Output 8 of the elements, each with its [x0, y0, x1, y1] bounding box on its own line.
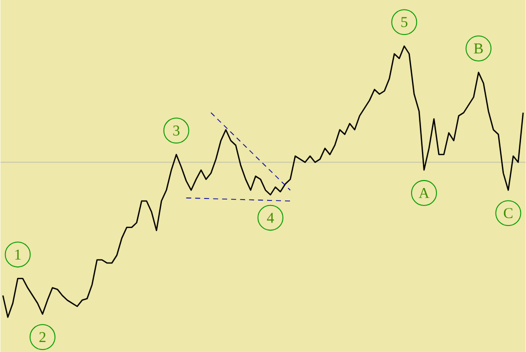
- annotation: 1: [15, 249, 21, 260]
- annotation: A: [418, 188, 430, 198]
- annotation: B: [474, 43, 483, 54]
- annotation: C: [504, 208, 512, 218]
- annotation: 5: [401, 16, 408, 27]
- annotation: 3: [173, 125, 180, 136]
- annotation: 4: [266, 212, 274, 222]
- annotation: 2: [39, 332, 46, 342]
